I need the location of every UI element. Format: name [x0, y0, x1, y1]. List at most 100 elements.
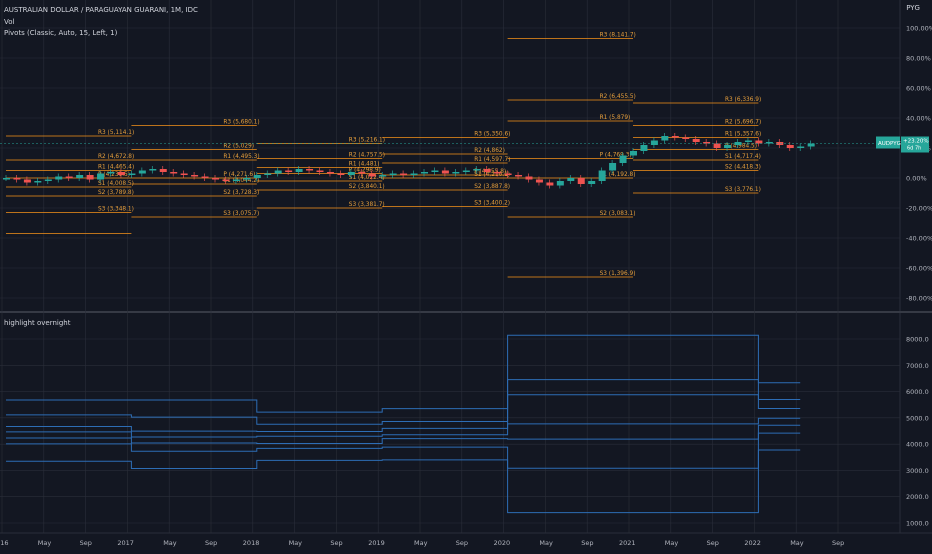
candle	[494, 172, 502, 174]
pivot-label: R1 (5,357.6)	[725, 132, 761, 138]
x-tick-label: Sep	[581, 539, 593, 547]
candle	[128, 173, 136, 175]
x-tick-label: May	[289, 539, 303, 547]
candle	[337, 173, 345, 175]
symbol-badge-text: AUDPYG	[878, 141, 901, 147]
x-tick-label: May	[414, 539, 428, 547]
candle	[201, 176, 209, 178]
x-tick-label: 2020	[494, 539, 511, 547]
pivot-label: S1 (4,210.1)	[474, 172, 510, 178]
candle	[149, 169, 157, 171]
pivot-label: R1 (4,465.4)	[98, 165, 134, 171]
pivot-label: S1 (4,022.4)	[349, 175, 385, 181]
candle	[609, 163, 617, 171]
candle	[786, 145, 794, 148]
x-tick-label: 2022	[744, 539, 761, 547]
candle	[285, 170, 293, 172]
candle	[556, 181, 564, 186]
pivot-label: R1 (4,481)	[349, 162, 380, 168]
candle	[274, 170, 282, 174]
candle	[86, 175, 94, 180]
candle	[462, 170, 470, 172]
pivot-label: S2 (3,083.1)	[600, 211, 636, 217]
candle	[619, 155, 627, 163]
pivot-label: P (4,231.5)	[98, 172, 130, 178]
x-tick-label: Sep	[330, 539, 342, 547]
candle	[13, 178, 21, 180]
y-tick-label: -60.00%	[906, 265, 932, 273]
candle	[358, 172, 366, 174]
candle	[504, 173, 512, 175]
candle	[515, 175, 523, 177]
candle	[682, 137, 690, 139]
candle	[744, 140, 752, 142]
pivot-label: R2 (4,862)	[474, 148, 505, 154]
candle	[546, 182, 554, 186]
pivot-label: S3 (3,348.1)	[98, 207, 134, 213]
last-value-badge[interactable]	[901, 136, 929, 153]
x-tick-label: Sep	[205, 539, 217, 547]
pivot-label: R1 (4,597.7)	[474, 157, 510, 163]
volume-label: Vol	[4, 18, 15, 26]
pivot-label: S2 (3,789.8)	[98, 190, 134, 196]
y-tick-label: 0.00%	[906, 175, 927, 183]
x-tick-label: May	[163, 539, 177, 547]
candle	[295, 169, 303, 172]
candle	[316, 170, 324, 172]
pivot-label: S3 (3,400.2)	[474, 201, 510, 207]
candle	[368, 173, 376, 177]
overnight-series-line	[6, 379, 801, 425]
pivot-label: S1 (4,008.5)	[98, 181, 134, 187]
pivot-label: R3 (8,141.7)	[600, 33, 636, 39]
x-tick-label: 2018	[243, 539, 260, 547]
pane2-title: highlight overnight	[4, 319, 71, 327]
pivot-label: S3 (3,381.7)	[349, 202, 385, 208]
candle	[483, 169, 491, 172]
pivot-label: R1 (5,879)	[600, 115, 631, 121]
candle	[55, 176, 63, 180]
pivot-label: R2 (6,455.5)	[600, 94, 636, 100]
x-tick-label: Sep	[832, 539, 844, 547]
candle	[243, 178, 251, 180]
candle	[264, 173, 272, 175]
x-tick-label: May	[539, 539, 553, 547]
candle	[661, 136, 669, 141]
candle	[577, 178, 585, 184]
candle	[671, 136, 679, 138]
candle	[692, 139, 700, 142]
candle	[421, 172, 428, 174]
y-tick-label: -20.00%	[906, 205, 932, 213]
candle	[253, 175, 261, 178]
pivot-label: P (4,984.5)	[725, 144, 757, 150]
pivot-label: S3 (1,396.9)	[600, 271, 636, 277]
pivot-label: R2 (5,696.7)	[725, 120, 761, 126]
candle	[347, 172, 355, 175]
pivot-label: R3 (5,350.6)	[474, 132, 510, 138]
candle	[755, 140, 763, 144]
candle	[441, 170, 449, 174]
pivot-label: S2 (4,418.3)	[725, 165, 761, 171]
candle	[389, 173, 397, 175]
x-tick-label: May	[790, 539, 804, 547]
y-tick-label: 7000.0	[906, 362, 929, 370]
overnight-series-line	[6, 417, 801, 438]
candle	[159, 169, 167, 172]
candle	[191, 175, 199, 177]
x-tick-label: May	[665, 539, 679, 547]
overnight-series-line	[6, 394, 801, 432]
pivot-label: R3 (6,336.9)	[725, 97, 761, 103]
candle	[640, 145, 648, 151]
candle	[138, 170, 146, 174]
candle	[452, 172, 460, 174]
symbol-badge[interactable]	[876, 136, 900, 149]
candle	[3, 178, 10, 180]
candle	[776, 142, 784, 145]
currency-label: PYG	[906, 4, 920, 12]
y-tick-label: 4000.0	[906, 441, 929, 449]
pivot-label: P (4,298.9)	[349, 168, 381, 174]
y-tick-label: 1000.0	[906, 520, 929, 528]
x-tick-label: 2021	[619, 539, 636, 547]
y-tick-label: 100.00%	[906, 25, 932, 33]
